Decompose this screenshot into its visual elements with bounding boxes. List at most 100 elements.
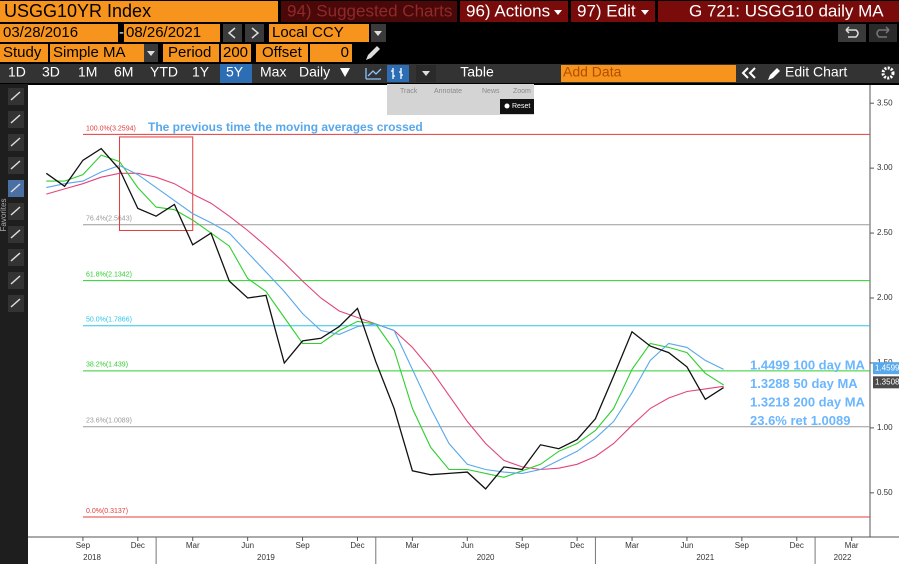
- price-tag: [873, 376, 899, 389]
- offset-field[interactable]: [310, 44, 352, 62]
- redo-icon: [876, 26, 890, 38]
- settings-icon[interactable]: [881, 66, 895, 80]
- y-tick-label: 2.50: [877, 228, 893, 237]
- fib-label: 76.4%(2.5643): [86, 216, 132, 223]
- range-button[interactable]: [254, 64, 286, 83]
- fib-label: 0.0%(0.3137): [86, 508, 128, 515]
- x-tick-label: Dec: [131, 541, 145, 550]
- currency-field[interactable]: [269, 24, 369, 42]
- x-tick-label: Jun: [241, 541, 254, 550]
- chart-name-bar: [658, 1, 899, 22]
- collapse-icon: [741, 67, 756, 79]
- next-icon: [251, 27, 260, 39]
- x-axis-area: [28, 537, 899, 564]
- line-tool-icon: [365, 68, 382, 80]
- side-tool-icon: [10, 183, 21, 193]
- side-tool-icon: [10, 206, 21, 216]
- offset-label-bg: [256, 44, 308, 62]
- side-tool-icon: [10, 137, 21, 147]
- reset-button[interactable]: [500, 99, 534, 114]
- x-tick-label: Jun: [681, 541, 694, 550]
- edit-chart-icon: [768, 68, 780, 80]
- range-text: 6M: [114, 64, 133, 80]
- fib-label: 100.0%(3.2594): [86, 125, 136, 132]
- x-tick-label: Mar: [186, 541, 200, 550]
- suggested-text: 94) Suggested Charts: [287, 1, 452, 20]
- period: 200: [223, 44, 248, 61]
- range-active[interactable]: [220, 64, 252, 83]
- side-tool-icon: [10, 91, 21, 101]
- offset-label: Offset: [262, 44, 303, 61]
- add-data: Add Data: [563, 64, 622, 80]
- actions-text: 96) Actions: [466, 1, 550, 20]
- security-field[interactable]: [0, 1, 278, 22]
- edit-chart-button[interactable]: [760, 64, 872, 83]
- price-tag-label: 1.3508: [875, 377, 899, 386]
- range-button[interactable]: [72, 64, 104, 83]
- undo-button[interactable]: [838, 24, 866, 42]
- price-line: [45, 147, 724, 490]
- next-button[interactable]: [245, 24, 264, 42]
- range-button[interactable]: [186, 64, 218, 83]
- reset-icon: [504, 103, 510, 109]
- start-date: 03/28/2016: [3, 24, 78, 41]
- table-button[interactable]: [437, 65, 517, 82]
- y-tick-label: 2.00: [877, 293, 893, 302]
- x-tick-label: Mar: [845, 541, 859, 550]
- range-text: 3D: [42, 64, 60, 80]
- range-text: YTD: [150, 64, 178, 80]
- range-button[interactable]: [36, 64, 68, 83]
- line-tool[interactable]: [362, 65, 384, 82]
- legend-entry: 1.4499 100 day MA: [750, 357, 866, 372]
- y-tick-label: 0.50: [877, 488, 893, 497]
- offset: 0: [341, 44, 349, 61]
- legend-entry: 1.3218 200 day MA: [750, 394, 866, 409]
- legend-entry: 1.3288 50 day MA: [750, 376, 858, 391]
- edit-button[interactable]: [571, 1, 655, 22]
- currency: Local CCY: [272, 24, 344, 41]
- study-label: Study: [3, 44, 42, 61]
- year-label: 2020: [477, 553, 495, 562]
- x-tick-label: Sep: [735, 541, 750, 550]
- range-button[interactable]: [144, 64, 176, 83]
- range-text: Max: [260, 64, 286, 80]
- prev-button[interactable]: [223, 24, 242, 42]
- x-tick-label: Sep: [515, 541, 530, 550]
- table: Table: [460, 64, 494, 80]
- end-date: 08/26/2021: [126, 24, 201, 41]
- x-tick-label: Dec: [350, 541, 364, 550]
- study-field[interactable]: [50, 44, 155, 62]
- period-field[interactable]: [221, 44, 251, 62]
- range-button[interactable]: [2, 64, 34, 83]
- x-tick-label: Jun: [461, 541, 474, 550]
- suggested-button[interactable]: [281, 1, 457, 22]
- annotation: The previous time the moving averages cr…: [148, 120, 423, 134]
- x-tick-label: Mar: [625, 541, 639, 550]
- year-label: 2018: [83, 553, 101, 562]
- x-tick-label: Dec: [790, 541, 804, 550]
- dropdown-arrow: [374, 31, 382, 36]
- start-date-field[interactable]: [0, 24, 118, 42]
- redo-button[interactable]: [869, 24, 897, 42]
- zoom-menu-item: Annotate: [434, 88, 462, 95]
- reset: Reset: [512, 103, 530, 110]
- favorites: Favorites: [0, 199, 8, 232]
- actions-button[interactable]: [460, 1, 568, 22]
- side-tool-icon: [10, 252, 21, 262]
- chart-name: G 721: USGG10 daily MA: [689, 1, 884, 20]
- x-tick-label: Sep: [76, 541, 91, 550]
- add-data-field[interactable]: [561, 65, 736, 82]
- side-tool-icon: [10, 114, 21, 124]
- year-label: 2022: [834, 553, 852, 562]
- year-label: 2021: [696, 553, 714, 562]
- frequency: Daily: [299, 64, 330, 80]
- end-date-field[interactable]: [124, 24, 220, 42]
- fib-label: 23.6%(1.0089): [86, 418, 132, 425]
- bar-tool[interactable]: [387, 65, 409, 82]
- price-tag: [873, 362, 899, 375]
- pencil-icon[interactable]: [366, 46, 380, 60]
- x-tick-label: Mar: [406, 541, 420, 550]
- range-button[interactable]: [108, 64, 140, 83]
